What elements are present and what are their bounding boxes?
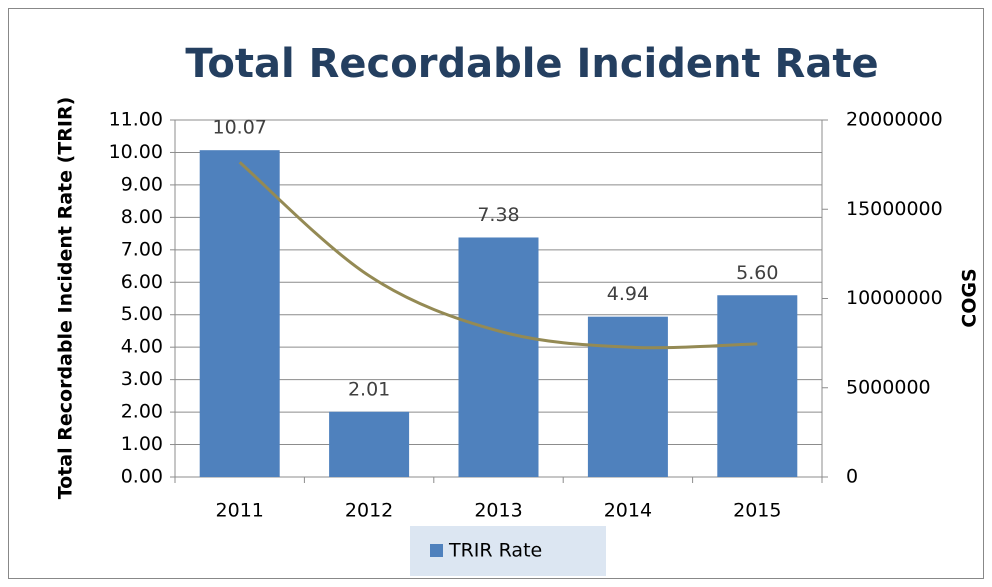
y-tick-label: 9.00 <box>121 173 163 195</box>
x-tick-label: 2011 <box>216 500 264 522</box>
y-tick-label: 4.00 <box>121 336 163 358</box>
y2-tick-label: 10000000 <box>846 287 943 309</box>
y-tick-label: 1.00 <box>121 433 163 455</box>
y-tick-label: 11.00 <box>109 109 163 131</box>
y-tick-label: 7.00 <box>121 238 163 260</box>
y-tick-label: 3.00 <box>121 368 163 390</box>
data-label: 2.01 <box>348 378 390 400</box>
data-label: 7.38 <box>477 204 519 226</box>
y2-tick-label: 15000000 <box>846 198 943 220</box>
y-axis-title: Total Recordable Incident Rate (TRIR) <box>55 97 77 500</box>
y-tick-label: 6.00 <box>121 271 163 293</box>
x-tick-label: 2015 <box>733 500 781 522</box>
bar <box>717 295 798 477</box>
x-tick-label: 2013 <box>474 500 522 522</box>
bar <box>329 411 410 477</box>
bar <box>587 316 668 477</box>
chart-title: Total Recordable Incident Rate <box>185 41 878 87</box>
y-tick-label: 8.00 <box>121 206 163 228</box>
data-label: 10.07 <box>212 117 266 139</box>
y2-tick-label: 0 <box>846 466 858 488</box>
legend-label: TRIR Rate <box>448 540 542 562</box>
bar <box>458 237 539 477</box>
y2-tick-label: 20000000 <box>846 109 943 131</box>
bar <box>199 150 280 477</box>
x-tick-label: 2014 <box>604 500 652 522</box>
y-tick-label: 0.00 <box>121 466 163 488</box>
data-label: 5.60 <box>736 262 778 284</box>
legend-swatch <box>430 544 443 557</box>
y-tick-label: 2.00 <box>121 401 163 423</box>
y2-tick-label: 5000000 <box>846 376 931 398</box>
y-tick-label: 10.00 <box>109 141 163 163</box>
y-tick-label: 5.00 <box>121 303 163 325</box>
trendline <box>238 161 758 350</box>
x-tick-label: 2012 <box>345 500 393 522</box>
y2-axis-title: COGS <box>959 268 981 327</box>
data-label: 4.94 <box>607 283 649 305</box>
